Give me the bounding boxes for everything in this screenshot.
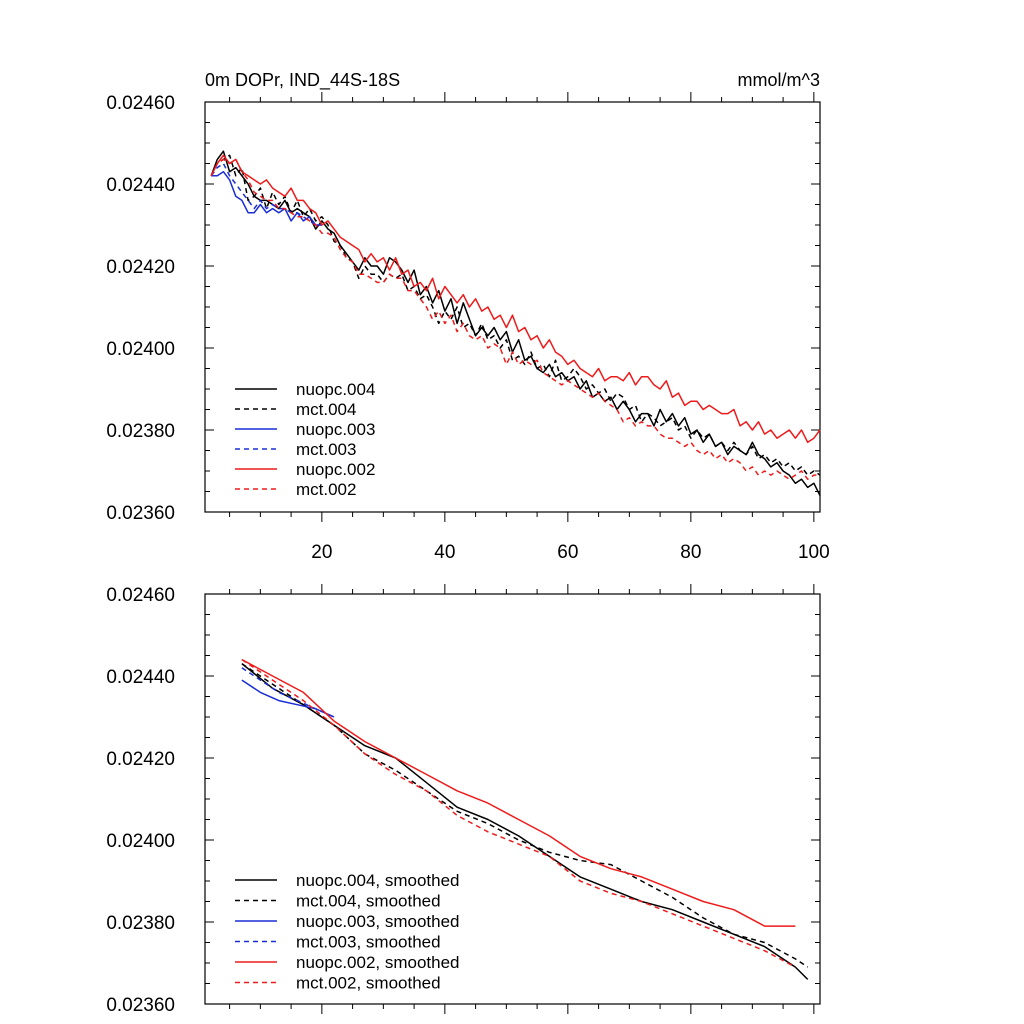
y-tick-label: 0.02360 [106,503,175,524]
y-tick-label: 0.02460 [106,585,175,606]
legend-label: nuopc.003, smoothed [296,912,460,931]
legend-label: nuopc.002, smoothed [296,953,460,972]
series-line-nuopc-003 [211,170,322,226]
units-label: mmol/m^3 [738,70,820,90]
legend-label: nuopc.004 [296,380,375,399]
chart-title: 0m DOPr, IND_44S-18S [205,70,400,91]
y-tick-label: 0.02400 [106,339,175,360]
x-tick-label: 100 [798,542,830,563]
legend-label: mct.003 [296,440,356,459]
y-tick-label: 0.02420 [106,257,175,278]
y-tick-label: 0.02440 [106,667,175,688]
series-line-mct-004 [210,154,821,476]
y-tick-label: 0.02460 [106,93,175,114]
legend-label: mct.004, smoothed [296,892,441,911]
y-tick-label: 0.02380 [106,421,175,442]
legend-label: mct.002 [296,480,356,499]
x-tick-label: 60 [557,542,578,563]
y-tick-label: 0.02360 [106,995,175,1016]
x-tick-label: 20 [311,542,332,563]
y-tick-label: 0.02400 [106,831,175,852]
x-tick-label: 40 [434,542,455,563]
y-tick-label: 0.02440 [106,175,175,196]
legend-label: nuopc.003 [296,420,375,439]
series-line-mct-002-smoothed [241,658,796,968]
legend-label: mct.003, smoothed [296,933,441,952]
legend-label: nuopc.002 [296,460,375,479]
series-line-mct-003-smoothed [241,667,335,718]
y-tick-label: 0.02420 [106,749,175,770]
legend-label: nuopc.004, smoothed [296,871,460,890]
series-line-mct-003 [210,162,322,226]
legend-label: mct.002, smoothed [296,974,441,993]
y-tick-label: 0.02380 [106,913,175,934]
series-line-nuopc-003-smoothed [241,679,335,718]
legend-label: mct.004 [296,400,356,419]
series-line-mct-002 [210,158,820,480]
series-line-nuopc-002 [210,154,821,444]
series-line-nuopc-002-smoothed [241,658,796,927]
bottom-panel: 0.02360 0.02380 0.02400 0.02420 0.02440 0.024… [106,584,821,1016]
top-panel: 0m DOPr, IND_44S-18S mmol/m^3 0.02360 0.0… [106,70,829,563]
x-tick-label: 80 [680,542,701,563]
